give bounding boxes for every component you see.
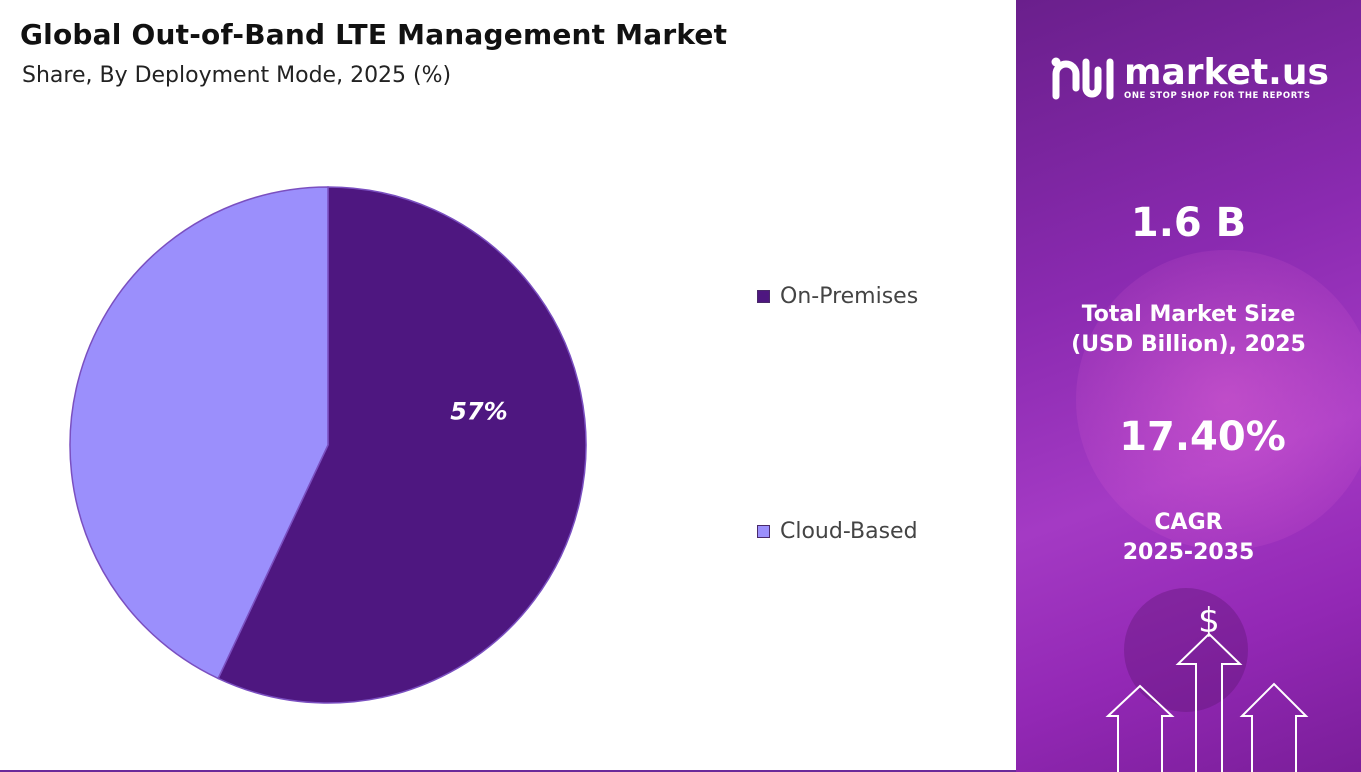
market-size-label-line2: (USD Billion), 2025 bbox=[1071, 332, 1306, 357]
brand-logo: market.us ONE STOP SHOP FOR THE REPORTS bbox=[1050, 54, 1329, 102]
brand-tagline: ONE STOP SHOP FOR THE REPORTS bbox=[1124, 91, 1311, 101]
background-glow bbox=[1076, 250, 1361, 550]
growth-arrows-icon: $ bbox=[1105, 588, 1309, 772]
pie-data-label: 57% bbox=[450, 397, 507, 425]
chart-title: Global Out-of-Band LTE Management Market bbox=[20, 18, 728, 51]
market-us-logo-icon bbox=[1051, 57, 1114, 100]
legend-item-on-premises: On-Premises bbox=[757, 284, 918, 309]
market-size-value: 1.6 B bbox=[1130, 200, 1247, 246]
pie-slice-on-premises bbox=[217, 186, 587, 704]
legend-label: On-Premises bbox=[780, 284, 919, 309]
pie-slice-cloud-based bbox=[69, 186, 329, 680]
legend-swatch bbox=[757, 290, 770, 303]
legend-item-cloud-based: Cloud-Based bbox=[757, 519, 918, 544]
chart-panel: Global Out-of-Band LTE Management Market… bbox=[0, 18, 1016, 772]
cagr-value: 17.40% bbox=[1119, 414, 1286, 460]
legend-label: Cloud-Based bbox=[780, 519, 918, 544]
market-size-label-line1: Total Market Size bbox=[1081, 302, 1296, 327]
cagr-label-line2: 2025-2035 bbox=[1122, 540, 1255, 565]
stats-panel: market.us ONE STOP SHOP FOR THE REPORTS … bbox=[1016, 0, 1361, 772]
pie-chart: 57% bbox=[69, 186, 587, 704]
dollar-symbol: $ bbox=[1198, 601, 1220, 641]
cagr-label-line1: CAGR bbox=[1154, 510, 1223, 535]
brand-name: market.us bbox=[1124, 52, 1329, 93]
chart-subtitle: Share, By Deployment Mode, 2025 (%) bbox=[22, 63, 452, 88]
legend-swatch bbox=[757, 525, 770, 538]
